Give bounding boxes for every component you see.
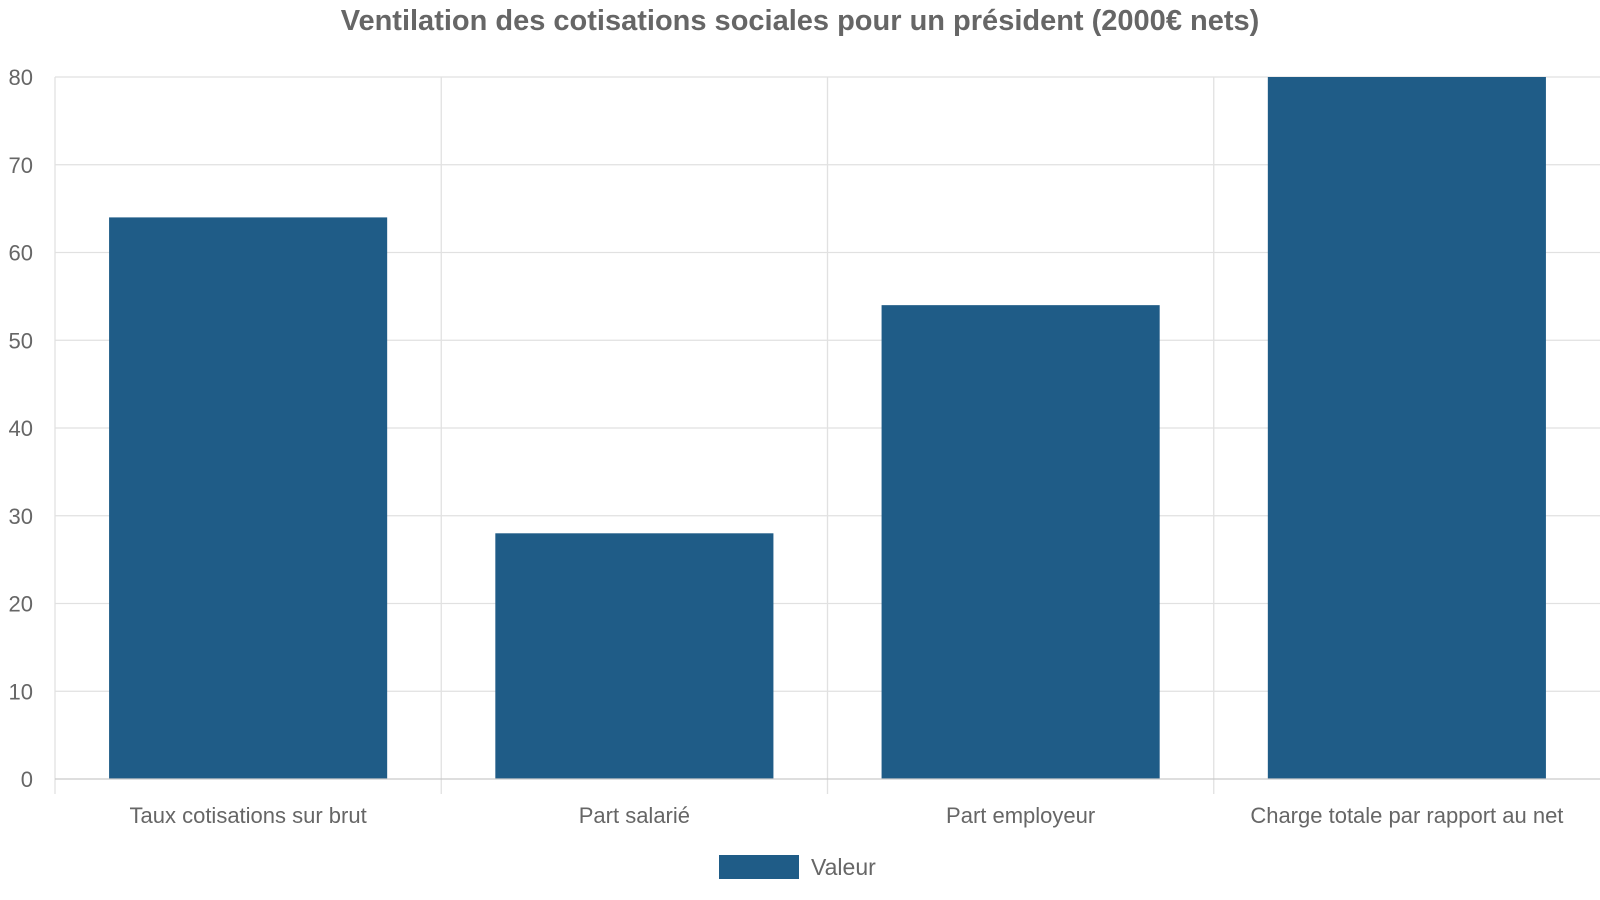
x-tick-label: Taux cotisations sur brut [130, 803, 367, 828]
bar[interactable] [1267, 77, 1546, 779]
y-tick-label: 80 [9, 65, 33, 90]
y-tick-label: 40 [9, 416, 33, 441]
y-tick-label: 30 [9, 504, 33, 529]
x-tick-label: Part salarié [579, 803, 690, 828]
legend[interactable]: Valeur [719, 854, 876, 880]
y-tick-label: 10 [9, 679, 33, 704]
axis-layer: 0 10 20 30 40 50 60 70 80 Taux cotisations sur br… [9, 65, 1600, 828]
y-tick-label: 0 [21, 767, 33, 792]
bar[interactable] [109, 217, 388, 779]
bars-layer [109, 77, 1546, 779]
y-tick-label: 70 [9, 153, 33, 178]
y-tick-label: 50 [9, 328, 33, 353]
legend-label[interactable]: Valeur [811, 854, 876, 880]
y-tick-label: 60 [9, 241, 33, 266]
bar[interactable] [495, 533, 774, 779]
x-tick-label: Charge totale par rapport au net [1250, 803, 1563, 828]
bar[interactable] [881, 305, 1160, 779]
y-tick-label: 20 [9, 592, 33, 617]
legend-swatch[interactable] [719, 855, 799, 879]
x-tick-label: Part employeur [946, 803, 1095, 828]
chart-title: Ventilation des cotisations sociales pou… [341, 5, 1260, 37]
